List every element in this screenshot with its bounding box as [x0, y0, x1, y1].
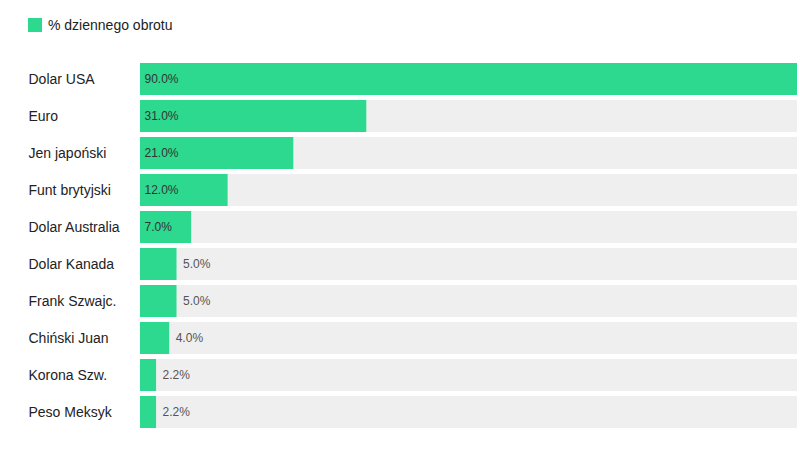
svg-text:90.0%: 90.0%: [145, 72, 179, 86]
svg-text:2.2%: 2.2%: [163, 368, 191, 382]
svg-text:Dolar Kanada: Dolar Kanada: [29, 256, 115, 272]
svg-text:2.2%: 2.2%: [163, 405, 191, 419]
svg-text:Peso Meksyk: Peso Meksyk: [29, 404, 113, 420]
svg-text:Korona Szw.: Korona Szw.: [29, 367, 108, 383]
svg-text:Frank Szwajc.: Frank Szwajc.: [29, 293, 117, 309]
svg-text:7.0%: 7.0%: [145, 220, 173, 234]
svg-text:Euro: Euro: [29, 108, 59, 124]
html-text:% dziennego obrotu: % dziennego obrotu: [48, 17, 173, 33]
svg-text:Dolar USA: Dolar USA: [29, 71, 96, 87]
svg-text:31.0%: 31.0%: [145, 109, 179, 123]
svg-text:12.0%: 12.0%: [145, 183, 179, 197]
svg-text:Jen japoński: Jen japoński: [29, 145, 107, 161]
svg-text:Dolar Australia: Dolar Australia: [29, 219, 120, 235]
svg-text:Funt brytyjski: Funt brytyjski: [29, 182, 111, 198]
svg-text:21.0%: 21.0%: [145, 146, 179, 160]
svg-text:4.0%: 4.0%: [176, 331, 204, 345]
svg-text:5.0%: 5.0%: [183, 257, 211, 271]
svg-text:5.0%: 5.0%: [183, 294, 211, 308]
svg-text:Chiński Juan: Chiński Juan: [29, 330, 109, 346]
